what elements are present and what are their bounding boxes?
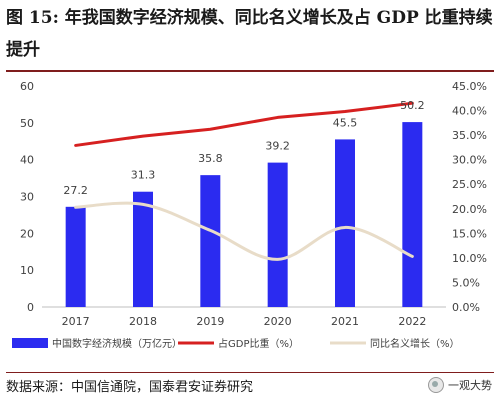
y-right-tick-label: 35.0% [452, 129, 487, 142]
chart: 0 10 20 30 40 50 60 0.0% 5.0% 10.0% 15.0% 20.0% 25.0… [12, 80, 487, 350]
y-left-tick-label: 0 [27, 301, 34, 314]
y-left-tick-label: 30 [20, 191, 34, 204]
bar-value-label: 27.2 [63, 184, 88, 197]
legend-label: 同比名义增长（%） [370, 337, 460, 350]
bar-value-label: 35.8 [198, 152, 223, 165]
y-right-tick-label: 45.0% [452, 80, 487, 93]
x-tick-label: 2020 [264, 315, 292, 328]
y-right-tick-label: 10.0% [452, 252, 487, 265]
series-line [74, 201, 414, 261]
footer-divider [6, 372, 494, 373]
y-right-tick-label: 0.0% [452, 301, 480, 314]
y-left-tick-label: 10 [20, 264, 34, 277]
bar [267, 162, 288, 307]
title-divider [6, 70, 494, 72]
y-left-tick-label: 60 [20, 80, 34, 93]
y-left-tick-label: 20 [20, 227, 34, 240]
bar [335, 139, 355, 307]
y-right-tick-label: 25.0% [452, 178, 487, 191]
bar [402, 122, 423, 307]
watermark-text: 一观大势 [448, 379, 492, 392]
watermark-logo-icon [428, 377, 444, 393]
data-labels: 27.2 31.3 35.8 39.2 45.5 50.2 [63, 99, 424, 197]
page-title: 图 15: 年我国数字经济规模、同比名义增长及占 GDP 比重持续提升 [6, 8, 493, 60]
bar-value-label: 45.5 [333, 116, 358, 129]
x-tick-label: 2019 [196, 315, 224, 328]
bar-value-label: 39.2 [265, 140, 290, 153]
y-left-tick-label: 40 [20, 154, 34, 167]
y-right-tick-label: 40.0% [452, 105, 487, 118]
y-right-tick-label: 20.0% [452, 203, 487, 216]
y-left-tick-label: 50 [20, 117, 34, 130]
bar-value-label: 50.2 [400, 99, 425, 112]
bar [200, 175, 221, 307]
x-tick-label: 2021 [331, 315, 359, 328]
x-tick-label: 2017 [62, 315, 90, 328]
legend: 中国数字经济规模（万亿元） 占GDP比重（%） 同比名义增长（%） [12, 337, 460, 350]
x-tick-label: 2022 [398, 315, 426, 328]
legend-swatch [12, 338, 48, 348]
bar [65, 206, 86, 307]
legend-label: 占GDP比重（%） [218, 337, 299, 350]
chart-axes: 0 10 20 30 40 50 60 0.0% 5.0% 10.0% 15.0% 20.0% 25.0… [20, 80, 487, 328]
line-series [74, 101, 414, 261]
legend-label: 中国数字经济规模（万亿元） [52, 337, 182, 350]
y-right-tick-label: 15.0% [452, 227, 487, 240]
bar-value-label: 31.3 [131, 169, 156, 182]
bar-series [65, 122, 423, 307]
x-tick-label: 2018 [129, 315, 157, 328]
bar [133, 191, 153, 307]
y-right-tick-label: 5.0% [452, 276, 480, 289]
y-right-tick-label: 30.0% [452, 154, 487, 167]
watermark: 一观大势 [428, 377, 492, 393]
source-note: 数据来源：中国信通院，国泰君安证券研究 [6, 380, 254, 395]
series-line [74, 101, 414, 147]
